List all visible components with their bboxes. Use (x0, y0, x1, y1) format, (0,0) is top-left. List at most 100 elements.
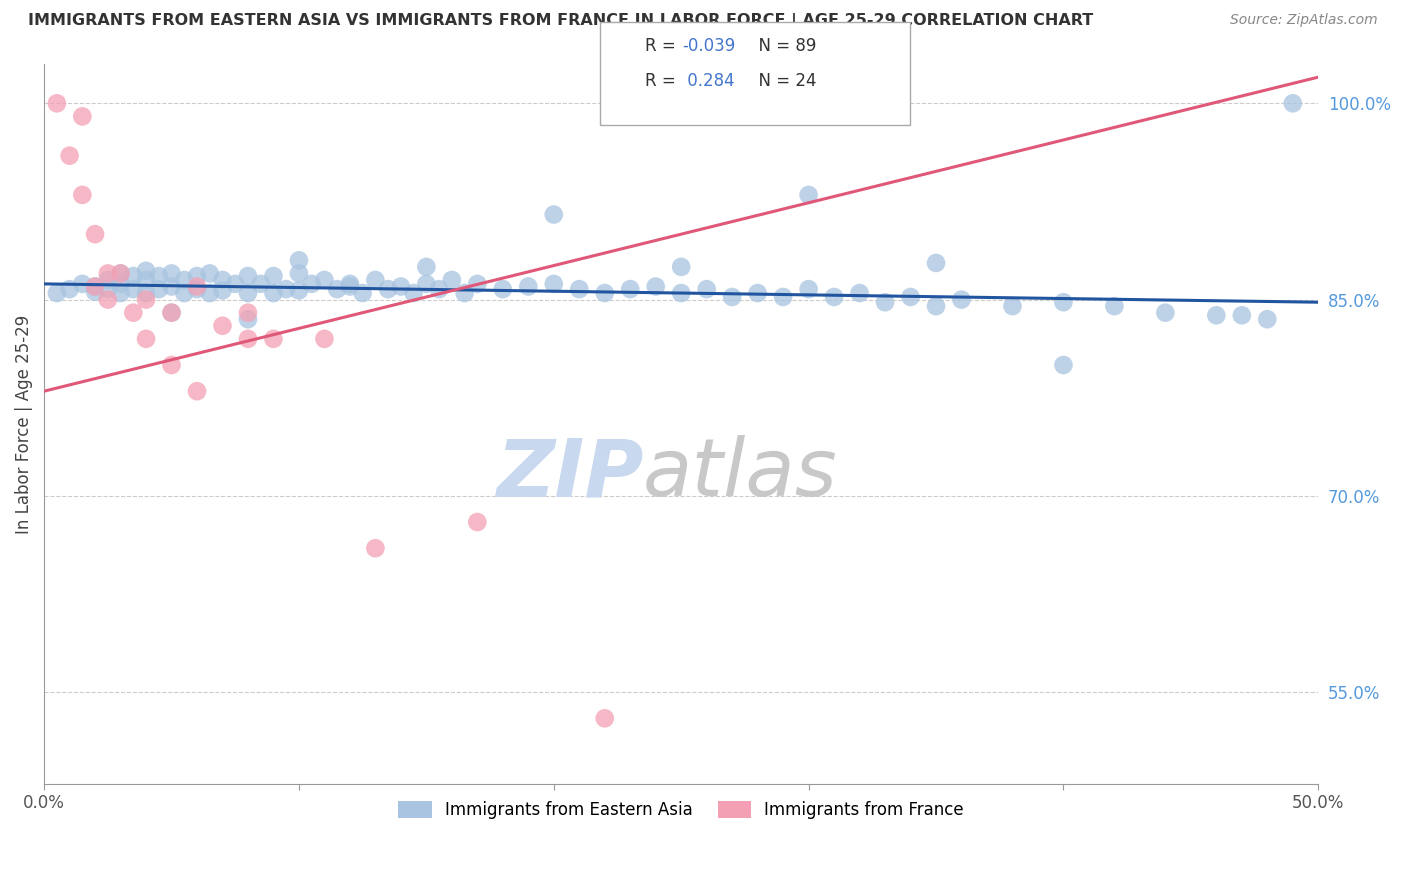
Point (160, 279, 183, 293)
Point (122, 268, 145, 283)
Text: 0.284: 0.284 (682, 72, 734, 90)
Point (669, 260, 692, 274)
Point (453, 286, 475, 301)
Point (58, 149, 80, 163)
Point (249, 277, 271, 291)
Point (135, 293, 157, 307)
Point (84, 279, 107, 293)
Point (276, 282, 298, 296)
Point (160, 358, 183, 372)
Text: Source: ZipAtlas.com: Source: ZipAtlas.com (1230, 13, 1378, 28)
Text: atlas: atlas (643, 435, 838, 513)
Point (84, 279, 107, 293)
Point (211, 273, 233, 287)
Point (644, 279, 666, 293)
Point (122, 306, 145, 320)
Point (110, 267, 132, 281)
Point (619, 282, 641, 296)
Point (224, 277, 246, 291)
Point (352, 286, 374, 301)
Point (45, 286, 67, 301)
Point (1052, 358, 1074, 372)
Point (593, 286, 616, 301)
Point (1001, 299, 1024, 313)
Point (160, 306, 183, 320)
Point (797, 282, 820, 296)
Point (696, 282, 718, 296)
Point (135, 332, 157, 346)
Point (198, 286, 221, 301)
Point (288, 284, 311, 298)
Point (1230, 308, 1253, 322)
Point (465, 277, 488, 291)
Point (122, 282, 145, 296)
Text: N = 89: N = 89 (748, 37, 817, 54)
Point (288, 253, 311, 268)
Point (543, 277, 565, 291)
Point (314, 332, 336, 346)
Point (72, 109, 94, 123)
Point (301, 277, 323, 291)
Point (84, 285, 107, 299)
Point (262, 268, 284, 283)
Point (236, 268, 259, 283)
Point (160, 267, 183, 281)
Point (97, 282, 120, 296)
Point (721, 290, 744, 304)
Point (236, 306, 259, 320)
Point (427, 282, 450, 296)
Point (593, 711, 616, 725)
Point (900, 290, 922, 304)
Point (160, 306, 183, 320)
Point (339, 279, 361, 293)
Text: -0.039: -0.039 (682, 37, 735, 54)
Point (135, 286, 157, 301)
Point (84, 227, 107, 242)
Point (97, 293, 120, 307)
Point (1154, 306, 1177, 320)
Point (173, 273, 195, 287)
Legend: Immigrants from Eastern Asia, Immigrants from France: Immigrants from Eastern Asia, Immigrants… (392, 794, 970, 826)
Point (440, 273, 463, 287)
Point (415, 260, 437, 274)
Point (45, 96, 67, 111)
Point (492, 282, 515, 296)
Point (823, 290, 845, 304)
Text: R =: R = (645, 37, 682, 54)
Point (110, 267, 132, 281)
Point (135, 273, 157, 287)
Point (211, 284, 233, 298)
Point (415, 277, 437, 291)
Point (198, 267, 221, 281)
Point (568, 282, 591, 296)
Point (326, 282, 349, 296)
Point (797, 188, 820, 202)
Point (314, 273, 336, 287)
Point (517, 279, 540, 293)
Y-axis label: In Labor Force | Age 25-29: In Labor Force | Age 25-29 (15, 314, 32, 533)
Point (148, 268, 170, 283)
Text: ZIP: ZIP (495, 435, 643, 513)
Point (148, 282, 170, 296)
Point (72, 277, 94, 291)
Text: R =: R = (645, 72, 682, 90)
Point (389, 279, 412, 293)
Point (262, 286, 284, 301)
Point (135, 264, 157, 278)
Text: IMMIGRANTS FROM EASTERN ASIA VS IMMIGRANTS FROM FRANCE IN LABOR FORCE | AGE 25-2: IMMIGRANTS FROM EASTERN ASIA VS IMMIGRAN… (28, 13, 1094, 29)
Point (747, 286, 769, 301)
Point (377, 282, 399, 296)
Point (173, 286, 195, 301)
Point (58, 282, 80, 296)
Point (465, 515, 488, 529)
Point (110, 286, 132, 301)
Point (543, 208, 565, 222)
Point (186, 384, 208, 399)
Point (772, 290, 794, 304)
Point (364, 541, 387, 556)
Point (72, 188, 94, 202)
Point (186, 282, 208, 296)
Point (97, 267, 120, 281)
Point (925, 256, 948, 270)
Point (1104, 299, 1126, 313)
